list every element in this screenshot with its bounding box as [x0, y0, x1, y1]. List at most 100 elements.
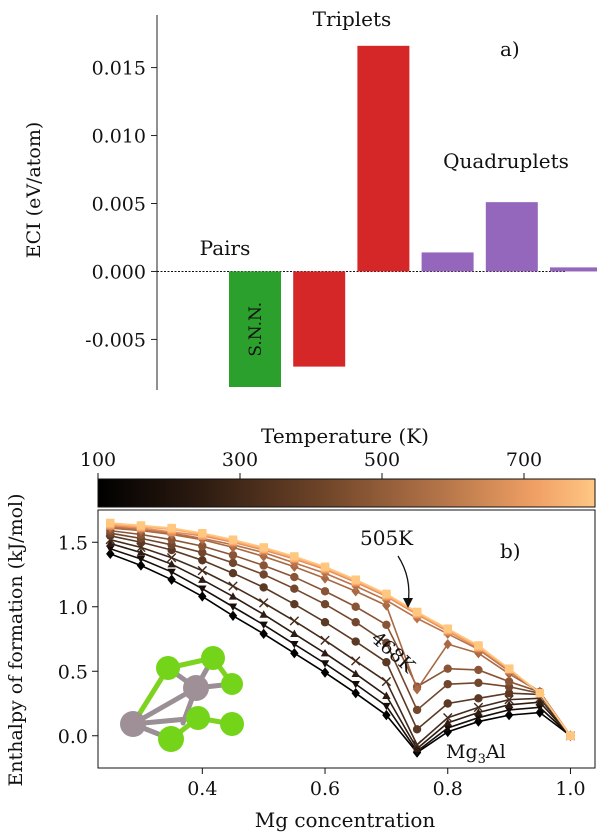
data-point	[320, 660, 330, 668]
panel-a: ECI (eV/atom) a) -0.005 0.000 0.005 0.010 0.…	[23, 7, 597, 390]
data-point	[382, 589, 391, 599]
panel-b-xlabel: Mg concentration	[255, 808, 436, 832]
data-point	[382, 709, 391, 721]
colorbar-gradient	[97, 478, 596, 508]
data-point	[136, 560, 146, 571]
data-point	[198, 548, 207, 557]
data-point	[228, 592, 238, 600]
series-line	[110, 527, 572, 737]
data-point	[351, 637, 360, 646]
data-point	[320, 587, 330, 596]
data-point	[535, 707, 544, 718]
mg-atom	[201, 646, 225, 670]
data-point	[228, 535, 238, 544]
data-point	[258, 598, 269, 608]
data-point	[351, 656, 361, 666]
series-line	[110, 524, 572, 737]
data-point	[382, 638, 391, 648]
data-point	[290, 640, 299, 649]
mg-atom	[156, 656, 180, 680]
data-point	[474, 714, 483, 722]
x-tick-label: 1.0	[555, 778, 585, 800]
annotation-468k: 468K	[367, 627, 420, 678]
panel-a-y-ticks: -0.005 0.000 0.005 0.010 0.015	[85, 58, 157, 351]
colorbar-label: Temperature (K)	[261, 424, 429, 448]
data-point	[504, 706, 514, 715]
data-point	[106, 518, 115, 528]
data-point	[351, 575, 360, 584]
data-point	[443, 638, 452, 650]
data-point	[289, 616, 300, 626]
data-point	[290, 599, 299, 609]
colorbar-tick-label: 500	[364, 449, 400, 471]
data-point	[504, 700, 514, 708]
mg-atom	[158, 726, 184, 752]
data-point	[290, 629, 299, 638]
data-point	[136, 521, 146, 530]
annotation-mg3al: Mg3Al	[446, 741, 506, 767]
data-point	[535, 688, 544, 698]
al-atom	[183, 675, 209, 701]
data-point	[320, 667, 330, 678]
data-point	[290, 647, 299, 659]
colorbar-ticks: 100 300 500 700	[80, 449, 542, 479]
data-point	[290, 552, 299, 561]
data-point	[382, 702, 391, 711]
series-line	[110, 547, 572, 753]
y-tick-label: 0.015	[92, 58, 146, 80]
data-point	[535, 698, 544, 706]
data-point	[474, 665, 483, 675]
y-tick-label: 0.000	[92, 261, 146, 283]
panel-b-label: b)	[500, 539, 521, 563]
panel-b-ticks: 0.4 0.6 0.8 1.0 0.0 0.5 1.0 1.5	[58, 532, 586, 800]
eci-bar	[293, 271, 346, 367]
y-tick-label: 0.5	[58, 661, 88, 683]
data-point	[228, 550, 238, 560]
data-point	[443, 712, 453, 723]
group-label-quadruplets: Quadruplets	[443, 149, 569, 173]
data-point	[504, 709, 514, 721]
annotation-505k-arrowhead	[403, 598, 413, 608]
panel-a-ylabel: ECI (eV/atom)	[23, 122, 45, 259]
data-point	[198, 529, 207, 538]
data-point	[351, 687, 360, 699]
data-point	[228, 558, 238, 568]
data-point	[167, 523, 176, 533]
panel-b-series	[105, 518, 576, 758]
panel-b-frame	[97, 509, 596, 769]
data-point	[443, 718, 452, 727]
data-point	[443, 664, 452, 673]
data-point	[474, 708, 483, 716]
data-point	[106, 539, 115, 547]
data-point	[351, 680, 360, 689]
series-line	[110, 529, 572, 737]
series-line	[110, 535, 572, 737]
data-point	[290, 572, 299, 582]
mg-atom	[220, 712, 244, 736]
series-line	[110, 542, 572, 750]
data-point	[259, 610, 268, 618]
data-point	[259, 561, 268, 570]
data-point	[381, 676, 392, 687]
data-point	[320, 635, 330, 645]
panel-b-ylabel: Enthalpy of formation (kJ/mol)	[5, 493, 27, 786]
data-point	[228, 610, 238, 621]
data-point	[320, 648, 330, 657]
data-point	[167, 559, 176, 568]
data-point	[167, 574, 176, 585]
data-point	[259, 583, 268, 592]
data-point	[535, 704, 544, 712]
panel-a-label: a)	[500, 37, 520, 61]
data-point	[197, 565, 208, 576]
data-point	[228, 569, 238, 578]
data-point	[290, 584, 299, 593]
data-point	[228, 603, 238, 611]
y-tick-label: 0.005	[92, 194, 146, 216]
y-tick-label: -0.005	[85, 329, 146, 351]
data-point	[443, 624, 452, 633]
data-point	[566, 731, 575, 740]
annotation-505k: 505K	[360, 526, 414, 550]
x-tick-label: 0.6	[310, 778, 340, 800]
data-point	[351, 669, 360, 678]
data-point	[504, 688, 514, 698]
